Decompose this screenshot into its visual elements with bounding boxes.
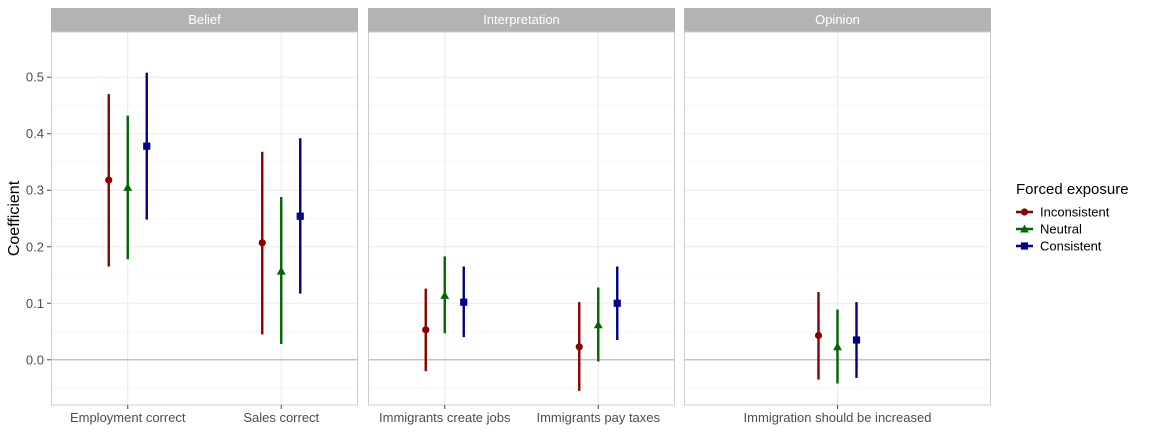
x-tick-label-employment-correct: Employment correct	[70, 410, 186, 425]
point-inconsistent-immigrants-create-jobs	[422, 326, 430, 334]
point-consistent-sales-correct	[296, 212, 304, 220]
facet-strip-belief	[51, 8, 358, 32]
y-tick-label: 0.2	[26, 239, 44, 254]
point-consistent-immigrants-pay-taxes	[613, 299, 621, 307]
facet-title-interpretation: Interpretation	[483, 12, 560, 27]
panel-border-interpretation	[368, 31, 675, 406]
point-neutral-sales-correct	[276, 266, 286, 275]
y-tick-label: 0.4	[26, 126, 44, 141]
y-axis-title: Coefficient	[6, 180, 23, 256]
panel-border-belief	[51, 31, 358, 406]
point-neutral-immigrants-create-jobs	[440, 290, 450, 299]
point-consistent-immigrants-create-jobs	[460, 298, 468, 306]
x-tick-label-immigrants-pay-taxes: Immigrants pay taxes	[536, 410, 660, 425]
legend-key-marker-consistent	[1020, 242, 1029, 250]
y-tick-label: 0.3	[26, 183, 44, 198]
point-inconsistent-sales-correct	[258, 239, 266, 247]
x-tick-label-sales-correct: Sales correct	[243, 410, 319, 425]
point-inconsistent-immigrants-pay-taxes	[575, 343, 583, 351]
point-consistent-immigration-should-be-increased	[852, 336, 861, 344]
facet-title-opinion: Opinion	[815, 12, 860, 27]
point-neutral-immigration-should-be-increased	[833, 342, 842, 351]
point-neutral-employment-correct	[123, 183, 133, 191]
point-consistent-employment-correct	[143, 142, 151, 150]
facet-strip-interpretation	[368, 8, 675, 32]
facet-strip-opinion	[684, 8, 991, 32]
x-tick-label-immigration-should-be-increased: Immigration should be increased	[744, 410, 932, 425]
legend-key-marker-inconsistent	[1020, 208, 1029, 216]
facet-title-belief: Belief	[188, 12, 221, 27]
point-inconsistent-employment-correct	[105, 176, 113, 184]
x-tick-label-immigrants-create-jobs: Immigrants create jobs	[379, 410, 511, 425]
legend-label-neutral: Neutral	[1040, 222, 1082, 237]
legend-label-consistent: Consistent	[1040, 239, 1102, 254]
point-inconsistent-immigration-should-be-increased	[814, 331, 823, 340]
y-tick-label: 0.5	[26, 70, 44, 85]
y-tick-label: 0.0	[26, 352, 44, 367]
legend-key-marker-neutral	[1020, 224, 1029, 233]
legend-title: Forced exposure	[1016, 181, 1129, 198]
y-tick-label: 0.1	[26, 296, 44, 311]
legend-label-inconsistent: Inconsistent	[1040, 205, 1110, 220]
point-neutral-immigrants-pay-taxes	[593, 320, 603, 329]
